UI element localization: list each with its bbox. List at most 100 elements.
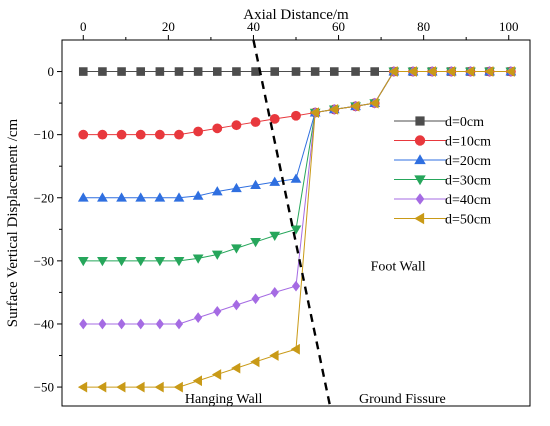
legend-marker-0 xyxy=(415,116,425,126)
legend-label-1: d=10cm xyxy=(445,135,491,150)
series-3-point-5 xyxy=(173,256,185,267)
series-1-point-4 xyxy=(154,129,165,140)
ticks: 0 20 40 60 80 100 0 −10 −20 −30 −40 −50 xyxy=(34,19,519,395)
legend-marker-1 xyxy=(414,135,426,146)
series-0-point-8 xyxy=(232,67,241,76)
series-5-point-1 xyxy=(97,381,107,393)
series-2-point-9 xyxy=(250,179,261,190)
series-3-point-6 xyxy=(192,254,204,264)
series-5-point-2 xyxy=(116,381,126,393)
series-1-point-7 xyxy=(212,123,223,134)
series-3-point-3 xyxy=(135,256,147,267)
series-layer xyxy=(77,66,517,393)
series-5-point-19 xyxy=(445,66,456,77)
series-4-point-7 xyxy=(213,305,222,317)
series-0-point-12 xyxy=(310,67,320,76)
series-3-point-4 xyxy=(154,256,166,267)
series-1-point-2 xyxy=(116,129,127,140)
fissure-layer xyxy=(252,39,332,407)
annotation-0: Foot Wall xyxy=(371,259,426,274)
legend: d=0cm d=10cm d=20cm d=30cm d=40cm d=50cm xyxy=(394,115,491,228)
x-axis-title: Axial Distance/m xyxy=(243,7,349,23)
series-0-point-2 xyxy=(117,67,126,76)
series-5-point-6 xyxy=(192,375,203,387)
series-5-point-16 xyxy=(388,66,398,77)
y-tick-label-3: −30 xyxy=(34,253,54,268)
series-4-point-10 xyxy=(270,287,279,298)
legend-label-5: d=50cm xyxy=(445,213,491,228)
x-tick-label-2: 40 xyxy=(247,19,260,34)
series-3-point-0 xyxy=(77,256,89,267)
x-tick-label-3: 60 xyxy=(332,19,345,34)
series-5-point-9 xyxy=(250,356,260,368)
legend-marker-4 xyxy=(415,193,425,205)
series-4-point-2 xyxy=(117,318,126,330)
series-1-point-10 xyxy=(269,113,280,124)
series-0-point-4 xyxy=(155,67,165,76)
series-0-point-6 xyxy=(193,67,203,76)
series-0-point-15 xyxy=(370,67,380,76)
series-5-point-21 xyxy=(484,66,494,77)
series-4-point-6 xyxy=(194,312,203,324)
legend-marker-2 xyxy=(414,154,426,165)
series-0-point-3 xyxy=(136,67,146,76)
series-5-point-17 xyxy=(407,66,417,77)
series-5-point-18 xyxy=(426,66,437,77)
x-tick-label-1: 20 xyxy=(162,19,175,34)
series-5-point-12 xyxy=(309,107,320,118)
series-0-point-7 xyxy=(212,67,222,76)
series-2-point-10 xyxy=(269,176,281,186)
legend-label-0: d=0cm xyxy=(445,115,484,130)
series-3-point-8 xyxy=(231,244,242,254)
series-1-point-0 xyxy=(78,129,89,140)
series-1-point-11 xyxy=(291,110,301,121)
series-0-point-1 xyxy=(98,67,107,76)
series-5-point-13 xyxy=(328,104,339,115)
legend-marker-5 xyxy=(414,212,425,225)
series-4-point-9 xyxy=(251,293,260,305)
series-5-point-8 xyxy=(231,362,241,374)
annotation-layer: Foot Wall Hanging Wall Ground Fissure xyxy=(185,259,446,407)
series-2-point-6 xyxy=(192,190,204,200)
series-0-point-5 xyxy=(174,67,184,76)
series-0-point-14 xyxy=(351,67,360,76)
y-tick-label-5: −50 xyxy=(34,380,54,395)
legend-marker-3 xyxy=(414,175,426,186)
x-tick-label-5: 100 xyxy=(499,19,519,34)
x-tick-label-0: 0 xyxy=(80,19,87,34)
series-5-point-20 xyxy=(465,66,475,77)
series-5-point-10 xyxy=(269,350,279,361)
series-0-point-0 xyxy=(78,67,88,76)
series-5-point-22 xyxy=(505,66,515,77)
series-4-point-5 xyxy=(174,318,184,330)
series-4-point-4 xyxy=(155,318,164,330)
series-2-point-7 xyxy=(211,186,223,196)
series-1-point-5 xyxy=(174,129,184,140)
legend-label-4: d=40cm xyxy=(445,193,491,208)
series-0-point-10 xyxy=(270,67,280,76)
series-5-point-3 xyxy=(135,381,145,393)
series-2-point-8 xyxy=(231,182,242,193)
ground-fissure-line xyxy=(252,39,332,407)
series-2-point-1 xyxy=(97,192,108,202)
x-tick-label-4: 80 xyxy=(417,19,430,34)
y-tick-label-0: 0 xyxy=(48,64,55,79)
series-5-point-11 xyxy=(290,343,300,355)
series-2-point-0 xyxy=(77,192,89,202)
series-2-point-5 xyxy=(173,192,185,202)
series-2-point-11 xyxy=(290,173,302,183)
series-4-point-1 xyxy=(98,318,107,330)
series-3-point-2 xyxy=(116,256,127,267)
series-1-point-3 xyxy=(135,129,146,140)
series-0-point-11 xyxy=(291,67,301,76)
y-tick-label-2: −20 xyxy=(34,190,54,205)
series-1-point-8 xyxy=(231,120,242,131)
series-2-point-2 xyxy=(116,192,127,202)
series-0-point-9 xyxy=(251,67,260,76)
series-3-point-10 xyxy=(269,231,281,241)
series-3-point-9 xyxy=(250,238,261,248)
series-5-point-0 xyxy=(77,381,88,393)
series-5-point-7 xyxy=(211,369,222,380)
series-2-point-3 xyxy=(135,192,147,202)
